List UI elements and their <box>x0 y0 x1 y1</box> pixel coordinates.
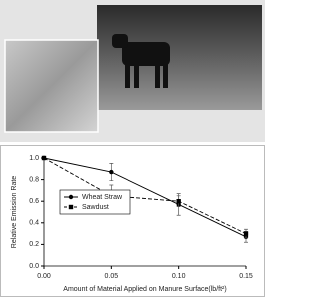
y-tick-label: 0.8 <box>29 176 39 183</box>
point <box>244 231 248 235</box>
x-tick-label: 0.00 <box>37 273 51 280</box>
point <box>176 199 180 203</box>
x-tick-label: 0.15 <box>239 273 253 280</box>
y-tick-label: 0.0 <box>29 263 39 270</box>
point <box>109 170 113 174</box>
legend-label: Wheat Straw <box>82 194 123 201</box>
x-axis-label: Amount of Material Applied on Manure Sur… <box>63 286 226 293</box>
y-axis-label: Relative Emission Rate <box>11 176 18 248</box>
point <box>42 156 46 160</box>
y-tick-label: 0.2 <box>29 241 39 248</box>
x-tick-label: 0.10 <box>172 273 186 280</box>
bedding-photo <box>5 40 98 132</box>
legend-marker <box>69 205 73 209</box>
y-tick-label: 0.6 <box>29 198 39 205</box>
legend-marker <box>69 195 73 199</box>
page: Relative Emission Rate Amount of Materia… <box>0 0 265 297</box>
x-tick-label: 0.05 <box>105 273 119 280</box>
legend-label: Sawdust <box>82 204 109 211</box>
y-tick-label: 1.0 <box>29 155 39 162</box>
cow-photo <box>97 5 262 110</box>
y-tick-label: 0.4 <box>29 220 39 227</box>
